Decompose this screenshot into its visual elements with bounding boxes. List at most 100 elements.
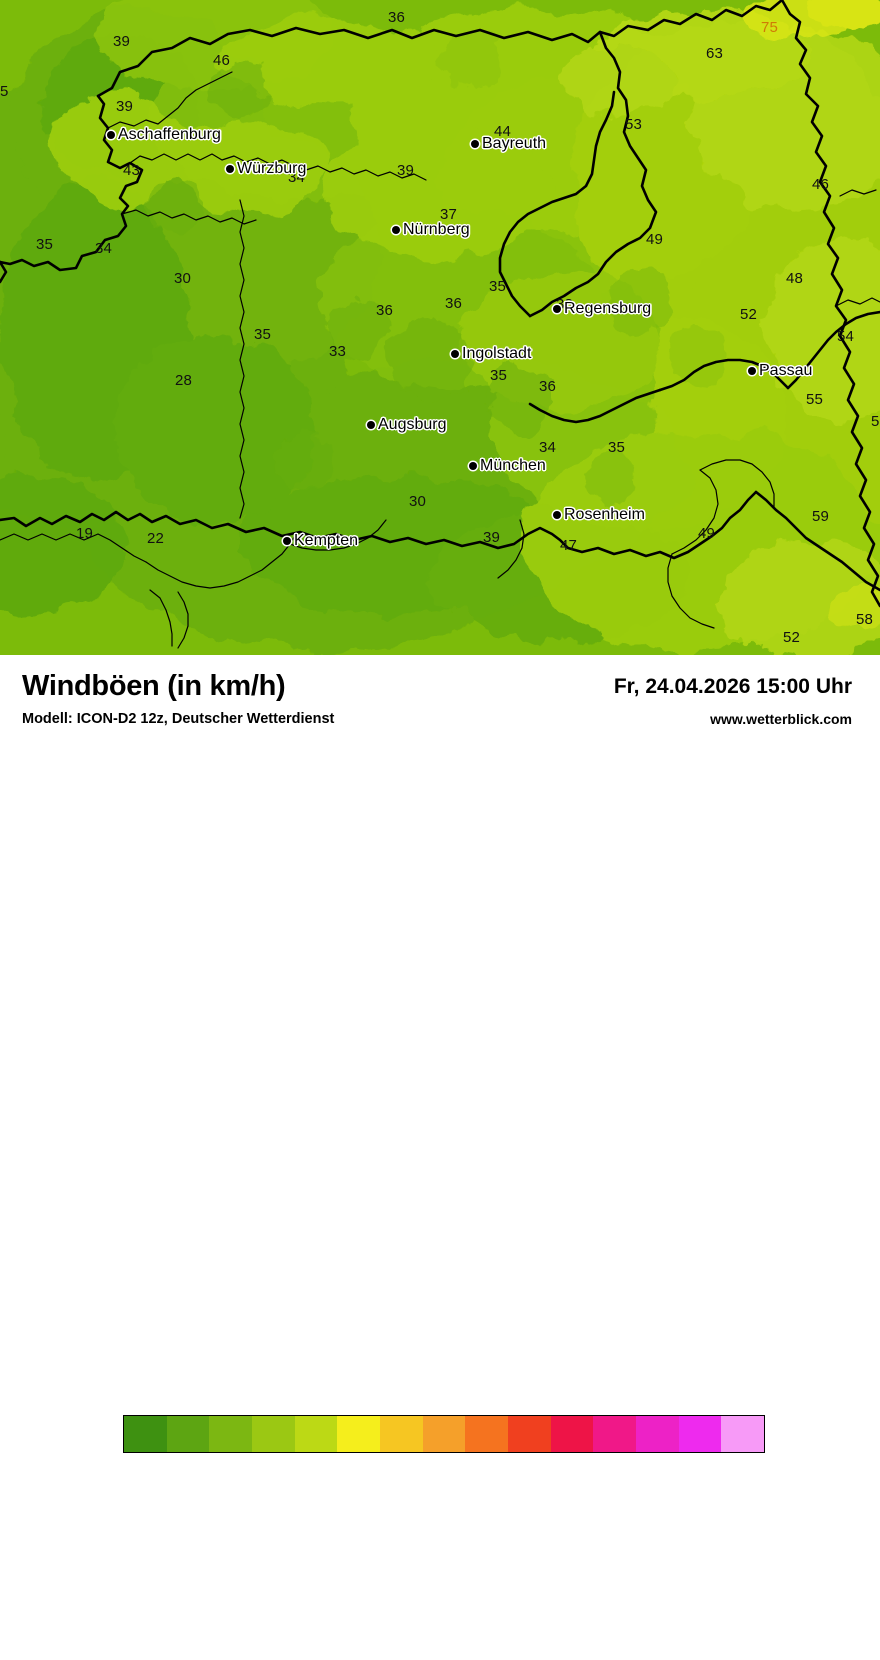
- gust-value: 5: [0, 83, 9, 100]
- color-swatch: [337, 1416, 381, 1452]
- city-name: Rosenheim: [564, 506, 645, 523]
- color-swatch: [124, 1416, 167, 1452]
- city-name: Würzburg: [237, 160, 307, 177]
- gust-value: 39: [113, 33, 131, 50]
- weather-map-page: 36 75 39 46 63 5 39 44 53 43 34 39 46 37 35 34 49 30 48 35 3…: [0, 0, 880, 1453]
- color-swatch: [508, 1416, 551, 1452]
- city-marker[interactable]: München: [469, 458, 546, 474]
- city-name: Kempten: [294, 532, 359, 549]
- gust-value: 37: [440, 206, 458, 223]
- city-name: Aschaffenburg: [118, 126, 221, 143]
- color-swatch: [550, 1416, 594, 1452]
- color-swatch: [209, 1416, 253, 1452]
- city-dot-icon: [469, 462, 477, 470]
- city-marker[interactable]: Aschaffenburg: [107, 127, 221, 143]
- city-name: Nürnberg: [403, 221, 470, 238]
- gust-value: 35: [254, 326, 272, 343]
- valid-datetime: Fr, 24.04.2026 15:00 Uhr: [613, 675, 852, 698]
- gust-value: 63: [706, 45, 724, 62]
- gust-value: 35: [36, 236, 54, 253]
- city-name: Bayreuth: [482, 135, 547, 152]
- gust-value: 58: [856, 611, 874, 628]
- gust-value: 19: [76, 525, 94, 542]
- gust-value: 47: [560, 537, 578, 554]
- city-dot-icon: [367, 421, 375, 429]
- gust-value: 35: [608, 439, 626, 456]
- gust-value: 43: [123, 162, 141, 179]
- gust-value: 55: [806, 391, 824, 408]
- city-name: Regensburg: [564, 300, 652, 317]
- city-marker[interactable]: Nürnberg: [392, 222, 470, 238]
- gust-value: 34: [539, 439, 557, 456]
- gust-value: 46: [812, 176, 830, 193]
- color-swatches: [123, 1415, 765, 1453]
- city-dot-icon: [748, 367, 756, 375]
- gust-value: 52: [783, 629, 801, 646]
- city-marker[interactable]: Würzburg: [226, 161, 306, 177]
- gust-value: 75: [761, 19, 779, 36]
- city-marker[interactable]: Ingolstadt: [451, 346, 531, 362]
- color-swatch: [465, 1416, 509, 1452]
- weather-map[interactable]: 36 75 39 46 63 5 39 44 53 43 34 39 46 37 35 34 49 30 48 35 3…: [0, 0, 880, 655]
- city-dot-icon: [226, 165, 234, 173]
- city-marker[interactable]: Rosenheim: [553, 507, 645, 523]
- color-swatch: [294, 1416, 338, 1452]
- color-swatch: [593, 1416, 637, 1452]
- color-swatch: [166, 1416, 210, 1452]
- city-dot-icon: [107, 131, 115, 139]
- gust-value: 39: [116, 98, 134, 115]
- city-name: Ingolstadt: [462, 345, 532, 362]
- city-dot-icon: [451, 350, 459, 358]
- footer-panel: Windböen (in km/h) Modell: ICON-D2 12z, …: [0, 655, 880, 1453]
- gust-value: 52: [740, 306, 758, 323]
- gust-value: 33: [329, 343, 347, 360]
- city-name: Augsburg: [378, 416, 447, 433]
- city-dot-icon: [283, 537, 291, 545]
- gust-value: 30: [409, 493, 427, 510]
- city-name: München: [480, 457, 546, 474]
- gust-value: 59: [812, 508, 830, 525]
- website-label: www.wetterblick.com: [710, 711, 852, 727]
- gust-value: 44: [494, 123, 512, 140]
- gust-value: 35: [489, 278, 507, 295]
- gust-value: 36: [376, 302, 394, 319]
- color-swatch: [252, 1416, 295, 1452]
- model-subtitle: Modell: ICON-D2 12z, Deutscher Wetterdie…: [22, 711, 335, 727]
- city-dot-icon: [553, 305, 561, 313]
- gust-value: 36: [445, 295, 463, 312]
- city-marker[interactable]: Regensburg: [553, 301, 651, 317]
- city-marker[interactable]: Kempten: [283, 533, 358, 549]
- color-swatch: [380, 1416, 423, 1452]
- gust-value: 39: [397, 162, 415, 179]
- gust-value: 36: [539, 378, 557, 395]
- city-dot-icon: [392, 226, 400, 234]
- wind-gust-raster: [0, 0, 880, 655]
- gust-value: 48: [786, 270, 804, 287]
- color-scale-bar: 0102030405060708090100110120130140150: [123, 1415, 765, 1453]
- color-swatch: [422, 1416, 466, 1452]
- gust-value: 46: [213, 52, 231, 69]
- city-name: Passau: [759, 362, 813, 379]
- color-swatch: [636, 1416, 679, 1452]
- gust-value: 22: [147, 530, 165, 547]
- city-marker[interactable]: Passau: [748, 363, 812, 379]
- city-marker[interactable]: Augsburg: [367, 417, 447, 433]
- gust-value: 28: [175, 372, 193, 389]
- gust-value: 59: [871, 413, 880, 430]
- gust-value: 49: [698, 525, 716, 542]
- city-dot-icon: [471, 140, 479, 148]
- gust-value: 49: [646, 231, 664, 248]
- gust-value: 34: [288, 169, 306, 186]
- color-swatch: [721, 1416, 765, 1452]
- gust-value: 54: [837, 328, 855, 345]
- page-title: Windböen (in km/h): [22, 670, 286, 702]
- gust-value: 34: [95, 240, 113, 257]
- color-swatch: [678, 1416, 722, 1452]
- gust-value: 30: [174, 270, 192, 287]
- city-dot-icon: [553, 511, 561, 519]
- gust-value: 35: [490, 367, 508, 384]
- gust-value: 53: [625, 116, 643, 133]
- city-marker[interactable]: Bayreuth: [471, 136, 546, 152]
- gust-value: 39: [483, 529, 501, 546]
- gust-value: 36: [388, 9, 406, 26]
